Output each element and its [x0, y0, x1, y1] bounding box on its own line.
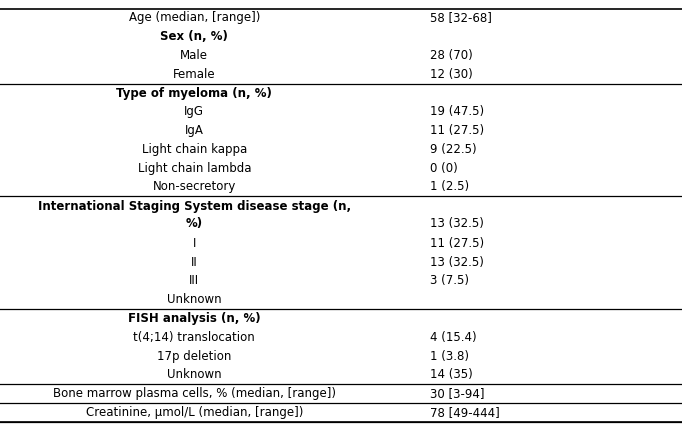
Text: Male: Male — [180, 49, 209, 62]
Text: Light chain kappa: Light chain kappa — [142, 143, 247, 156]
Text: 0 (0): 0 (0) — [430, 162, 458, 175]
Text: 1 (3.8): 1 (3.8) — [430, 349, 469, 363]
Text: FISH analysis (n, %): FISH analysis (n, %) — [128, 312, 261, 325]
Text: 12 (30): 12 (30) — [430, 68, 473, 81]
Text: Non-secretory: Non-secretory — [153, 181, 236, 193]
Text: IgG: IgG — [184, 105, 205, 118]
Text: Bone marrow plasma cells, % (median, [range]): Bone marrow plasma cells, % (median, [ra… — [53, 387, 336, 400]
Text: Unknown: Unknown — [167, 293, 222, 306]
Text: 11 (27.5): 11 (27.5) — [430, 124, 484, 137]
Text: 11 (27.5): 11 (27.5) — [430, 237, 484, 250]
Text: 28 (70): 28 (70) — [430, 49, 473, 62]
Text: t(4;14) translocation: t(4;14) translocation — [134, 331, 255, 344]
Text: 13 (32.5): 13 (32.5) — [430, 217, 484, 230]
Text: 19 (47.5): 19 (47.5) — [430, 105, 484, 118]
Text: 13 (32.5): 13 (32.5) — [430, 256, 484, 268]
Text: 9 (22.5): 9 (22.5) — [430, 143, 476, 156]
Text: Age (median, [range]): Age (median, [range]) — [129, 12, 260, 24]
Text: Unknown: Unknown — [167, 368, 222, 381]
Text: III: III — [190, 274, 199, 288]
Text: 30 [3-94]: 30 [3-94] — [430, 387, 484, 400]
Text: 17p deletion: 17p deletion — [157, 349, 232, 363]
Text: IgA: IgA — [185, 124, 204, 137]
Text: International Staging System disease stage (n,: International Staging System disease sta… — [38, 200, 351, 213]
Text: Female: Female — [173, 68, 216, 81]
Text: 78 [49-444]: 78 [49-444] — [430, 406, 499, 419]
Text: Sex (n, %): Sex (n, %) — [160, 30, 228, 43]
Text: 4 (15.4): 4 (15.4) — [430, 331, 476, 344]
Text: Light chain lambda: Light chain lambda — [138, 162, 251, 175]
Text: Type of myeloma (n, %): Type of myeloma (n, %) — [117, 86, 272, 100]
Text: 58 [32-68]: 58 [32-68] — [430, 12, 492, 24]
Text: 1 (2.5): 1 (2.5) — [430, 181, 469, 193]
Text: %): %) — [186, 217, 203, 230]
Text: Creatinine, μmol/L (median, [range]): Creatinine, μmol/L (median, [range]) — [86, 406, 303, 419]
Text: 14 (35): 14 (35) — [430, 368, 473, 381]
Text: 3 (7.5): 3 (7.5) — [430, 274, 469, 288]
Text: I: I — [193, 237, 196, 250]
Text: II: II — [191, 256, 198, 268]
